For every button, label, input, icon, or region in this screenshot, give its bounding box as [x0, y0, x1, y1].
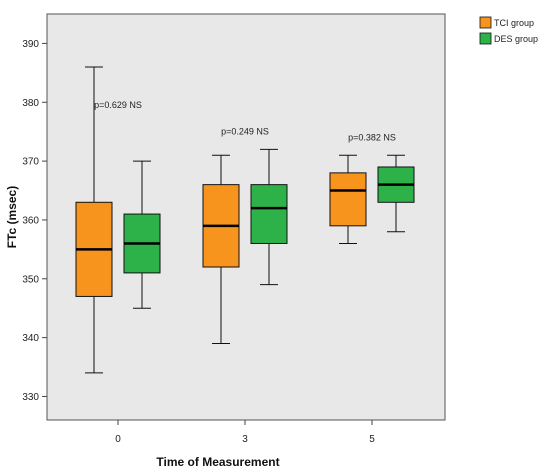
- x-tick-label: 0: [115, 434, 121, 445]
- x-axis: 0 3 5: [115, 420, 375, 445]
- legend-swatch: [479, 32, 492, 45]
- x-axis-title: Time of Measurement: [156, 455, 279, 469]
- legend-label: TCI group: [494, 18, 534, 28]
- box-tci-group-0: [75, 66, 113, 374]
- box-tci-group-3: [202, 154, 240, 345]
- box-des-group-3: [250, 148, 288, 286]
- y-tick-label: 380: [22, 98, 39, 109]
- box-series: [75, 66, 415, 374]
- y-axis: 330 340 350 360 370 380 390: [22, 39, 47, 403]
- x-tick-label: 3: [242, 434, 248, 445]
- y-tick-label: 340: [22, 333, 39, 344]
- p-value-annotation: p=0.249 NS: [221, 127, 269, 137]
- box-des-group-5: [377, 154, 415, 233]
- legend-swatch: [479, 16, 492, 29]
- legend: TCI group DES group: [479, 16, 538, 45]
- p-value-annotation: p=0.382 NS: [348, 133, 396, 143]
- y-tick-label: 390: [22, 39, 39, 50]
- box-des-group-0: [123, 160, 161, 309]
- x-tick-label: 5: [369, 434, 375, 445]
- y-tick-label: 350: [22, 274, 39, 285]
- y-tick-label: 330: [22, 392, 39, 403]
- y-tick-label: 360: [22, 215, 39, 226]
- y-axis-title: FTc (msec): [5, 186, 19, 248]
- iqr-box: [329, 172, 367, 227]
- iqr-box: [250, 184, 288, 244]
- box-tci-group-5: [329, 154, 367, 244]
- p-value-annotation: p=0.629 NS: [94, 100, 142, 110]
- plot-area: [46, 13, 446, 421]
- y-tick-label: 370: [22, 157, 39, 168]
- annotations: p=0.629 NS p=0.249 NS p=0.382 NS: [94, 100, 396, 142]
- legend-label: DES group: [494, 34, 538, 44]
